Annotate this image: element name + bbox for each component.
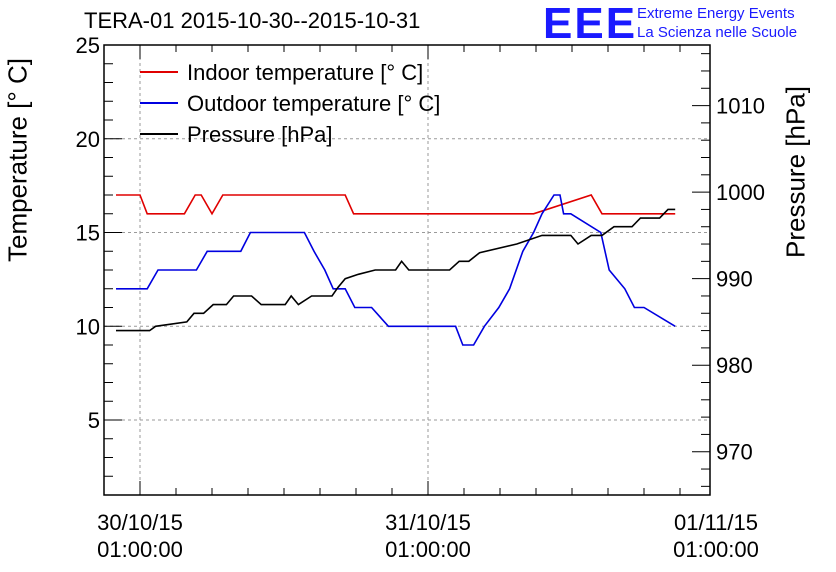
series-line-1: [116, 194, 676, 346]
y-tick-label-left: 10: [76, 314, 100, 339]
y-tick-label-right: 1010: [716, 94, 765, 119]
series-line-0: [116, 194, 676, 216]
y-tick-label-left: 20: [76, 127, 100, 152]
logo-line-1: Extreme Energy Events: [637, 5, 795, 22]
series-line-2: [116, 208, 676, 332]
grid-lines: [104, 45, 710, 495]
y-tick-label-right: 970: [716, 440, 753, 465]
x-tick-label-date: 01/11/15: [674, 510, 758, 535]
y-tick-label-right: 1000: [716, 180, 765, 205]
chart-title: TERA-01 2015-10-30--2015-10-31: [84, 8, 421, 33]
logo-line-2: La Scienza nelle Scuole: [637, 24, 798, 41]
legend-label-0: Indoor temperature [° C]: [187, 60, 423, 85]
x-tick-label-date: 30/10/15: [97, 510, 183, 535]
y-tick-label-left: 5: [88, 408, 100, 433]
y-axis-label-left: Temperature [° C]: [2, 57, 33, 263]
legend-label-1: Outdoor temperature [° C]: [187, 91, 440, 116]
legend: Indoor temperature [° C] Outdoor temperat…: [140, 60, 440, 147]
y-axis-label-right: Pressure [hPa]: [780, 86, 811, 258]
x-tick-label-time: 01:00:00: [97, 537, 183, 562]
y-tick-label-left: 25: [76, 33, 100, 58]
x-tick-label-time: 01:00:00: [673, 537, 759, 562]
series-group: [116, 194, 676, 346]
y-tick-label-right: 980: [716, 353, 753, 378]
x-tick-label-date: 31/10/15: [385, 510, 471, 535]
axis-tick-labels: 30/10/1501:00:0031/10/1501:00:0001/11/15…: [76, 33, 765, 562]
y-tick-label-left: 15: [76, 221, 100, 246]
eee-logo: EEE: [543, 0, 638, 48]
x-tick-label-time: 01:00:00: [385, 537, 471, 562]
legend-label-2: Pressure [hPa]: [187, 122, 333, 147]
y-tick-label-right: 990: [716, 267, 753, 292]
axis-ticks: [103, 44, 710, 496]
